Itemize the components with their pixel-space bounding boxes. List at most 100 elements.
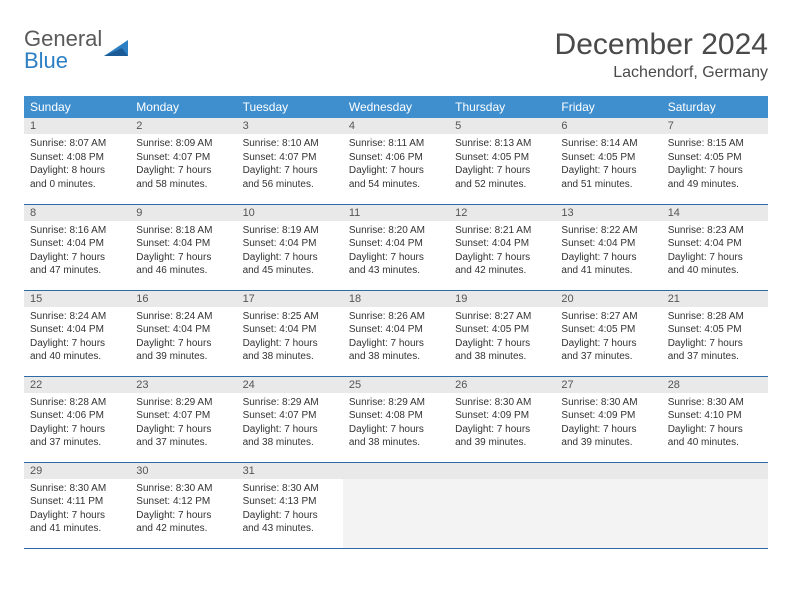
calendar-cell: 24Sunrise: 8:29 AMSunset: 4:07 PMDayligh… <box>237 376 343 462</box>
day-number: 23 <box>130 377 236 393</box>
day-details: Sunrise: 8:28 AMSunset: 4:06 PMDaylight:… <box>24 393 130 454</box>
day-number: 25 <box>343 377 449 393</box>
day-number: 24 <box>237 377 343 393</box>
calendar-cell: 26Sunrise: 8:30 AMSunset: 4:09 PMDayligh… <box>449 376 555 462</box>
calendar-cell: 21Sunrise: 8:28 AMSunset: 4:05 PMDayligh… <box>662 290 768 376</box>
day-details: Sunrise: 8:19 AMSunset: 4:04 PMDaylight:… <box>237 221 343 282</box>
calendar-cell: 7Sunrise: 8:15 AMSunset: 4:05 PMDaylight… <box>662 118 768 204</box>
calendar-cell: 12Sunrise: 8:21 AMSunset: 4:04 PMDayligh… <box>449 204 555 290</box>
day-number: 13 <box>555 205 661 221</box>
month-title: December 2024 <box>555 28 768 62</box>
day-details: Sunrise: 8:30 AMSunset: 4:09 PMDaylight:… <box>449 393 555 454</box>
day-number: 27 <box>555 377 661 393</box>
day-details: Sunrise: 8:26 AMSunset: 4:04 PMDaylight:… <box>343 307 449 368</box>
day-details: Sunrise: 8:30 AMSunset: 4:12 PMDaylight:… <box>130 479 236 540</box>
day-number: 19 <box>449 291 555 307</box>
calendar-cell: 29Sunrise: 8:30 AMSunset: 4:11 PMDayligh… <box>24 462 130 548</box>
day-number: 16 <box>130 291 236 307</box>
day-details: Sunrise: 8:30 AMSunset: 4:11 PMDaylight:… <box>24 479 130 540</box>
day-details: Sunrise: 8:27 AMSunset: 4:05 PMDaylight:… <box>555 307 661 368</box>
day-details: Sunrise: 8:16 AMSunset: 4:04 PMDaylight:… <box>24 221 130 282</box>
calendar-cell: 6Sunrise: 8:14 AMSunset: 4:05 PMDaylight… <box>555 118 661 204</box>
calendar-cell: 3Sunrise: 8:10 AMSunset: 4:07 PMDaylight… <box>237 118 343 204</box>
day-number: 12 <box>449 205 555 221</box>
day-number: 3 <box>237 118 343 134</box>
calendar-cell: 22Sunrise: 8:28 AMSunset: 4:06 PMDayligh… <box>24 376 130 462</box>
day-number: 1 <box>24 118 130 134</box>
day-number: 26 <box>449 377 555 393</box>
calendar-cell: 14Sunrise: 8:23 AMSunset: 4:04 PMDayligh… <box>662 204 768 290</box>
day-header: Saturday <box>662 96 768 118</box>
calendar-cell: 13Sunrise: 8:22 AMSunset: 4:04 PMDayligh… <box>555 204 661 290</box>
logo-word2: Blue <box>24 48 68 73</box>
calendar-cell: 11Sunrise: 8:20 AMSunset: 4:04 PMDayligh… <box>343 204 449 290</box>
triangle-icon <box>104 38 130 62</box>
calendar-row: 22Sunrise: 8:28 AMSunset: 4:06 PMDayligh… <box>24 376 768 462</box>
day-number: 20 <box>555 291 661 307</box>
day-header: Wednesday <box>343 96 449 118</box>
day-number: 14 <box>662 205 768 221</box>
day-header: Friday <box>555 96 661 118</box>
day-header: Thursday <box>449 96 555 118</box>
day-header: Sunday <box>24 96 130 118</box>
day-details: Sunrise: 8:25 AMSunset: 4:04 PMDaylight:… <box>237 307 343 368</box>
calendar-body: 1Sunrise: 8:07 AMSunset: 4:08 PMDaylight… <box>24 118 768 548</box>
logo: General Blue <box>24 28 130 72</box>
day-number: 7 <box>662 118 768 134</box>
day-number: 21 <box>662 291 768 307</box>
calendar-head: SundayMondayTuesdayWednesdayThursdayFrid… <box>24 96 768 118</box>
day-details: Sunrise: 8:29 AMSunset: 4:07 PMDaylight:… <box>130 393 236 454</box>
calendar-cell: 9Sunrise: 8:18 AMSunset: 4:04 PMDaylight… <box>130 204 236 290</box>
calendar-cell <box>449 462 555 548</box>
day-header: Monday <box>130 96 236 118</box>
day-details: Sunrise: 8:28 AMSunset: 4:05 PMDaylight:… <box>662 307 768 368</box>
day-details: Sunrise: 8:30 AMSunset: 4:10 PMDaylight:… <box>662 393 768 454</box>
day-details: Sunrise: 8:29 AMSunset: 4:08 PMDaylight:… <box>343 393 449 454</box>
day-number: 5 <box>449 118 555 134</box>
day-details: Sunrise: 8:20 AMSunset: 4:04 PMDaylight:… <box>343 221 449 282</box>
calendar-cell: 23Sunrise: 8:29 AMSunset: 4:07 PMDayligh… <box>130 376 236 462</box>
calendar-table: SundayMondayTuesdayWednesdayThursdayFrid… <box>24 96 768 549</box>
day-number: 17 <box>237 291 343 307</box>
calendar-cell: 2Sunrise: 8:09 AMSunset: 4:07 PMDaylight… <box>130 118 236 204</box>
day-details: Sunrise: 8:22 AMSunset: 4:04 PMDaylight:… <box>555 221 661 282</box>
calendar-cell: 31Sunrise: 8:30 AMSunset: 4:13 PMDayligh… <box>237 462 343 548</box>
location-label: Lachendorf, Germany <box>555 64 768 82</box>
day-details: Sunrise: 8:23 AMSunset: 4:04 PMDaylight:… <box>662 221 768 282</box>
day-details: Sunrise: 8:27 AMSunset: 4:05 PMDaylight:… <box>449 307 555 368</box>
calendar-cell: 16Sunrise: 8:24 AMSunset: 4:04 PMDayligh… <box>130 290 236 376</box>
page-header: General Blue December 2024 Lachendorf, G… <box>24 28 768 82</box>
day-number: 9 <box>130 205 236 221</box>
calendar-cell: 1Sunrise: 8:07 AMSunset: 4:08 PMDaylight… <box>24 118 130 204</box>
calendar-cell <box>555 462 661 548</box>
day-number: 15 <box>24 291 130 307</box>
calendar-cell: 18Sunrise: 8:26 AMSunset: 4:04 PMDayligh… <box>343 290 449 376</box>
day-details: Sunrise: 8:11 AMSunset: 4:06 PMDaylight:… <box>343 134 449 195</box>
calendar-cell: 25Sunrise: 8:29 AMSunset: 4:08 PMDayligh… <box>343 376 449 462</box>
day-number: 28 <box>662 377 768 393</box>
day-details: Sunrise: 8:24 AMSunset: 4:04 PMDaylight:… <box>130 307 236 368</box>
calendar-row: 1Sunrise: 8:07 AMSunset: 4:08 PMDaylight… <box>24 118 768 204</box>
calendar-cell: 27Sunrise: 8:30 AMSunset: 4:09 PMDayligh… <box>555 376 661 462</box>
day-details: Sunrise: 8:18 AMSunset: 4:04 PMDaylight:… <box>130 221 236 282</box>
calendar-cell: 28Sunrise: 8:30 AMSunset: 4:10 PMDayligh… <box>662 376 768 462</box>
day-number: 4 <box>343 118 449 134</box>
day-number: 6 <box>555 118 661 134</box>
calendar-cell <box>343 462 449 548</box>
day-number: 11 <box>343 205 449 221</box>
day-header: Tuesday <box>237 96 343 118</box>
day-header-row: SundayMondayTuesdayWednesdayThursdayFrid… <box>24 96 768 118</box>
day-details: Sunrise: 8:30 AMSunset: 4:13 PMDaylight:… <box>237 479 343 540</box>
calendar-row: 8Sunrise: 8:16 AMSunset: 4:04 PMDaylight… <box>24 204 768 290</box>
day-details: Sunrise: 8:09 AMSunset: 4:07 PMDaylight:… <box>130 134 236 195</box>
day-details: Sunrise: 8:30 AMSunset: 4:09 PMDaylight:… <box>555 393 661 454</box>
day-details: Sunrise: 8:21 AMSunset: 4:04 PMDaylight:… <box>449 221 555 282</box>
day-details: Sunrise: 8:15 AMSunset: 4:05 PMDaylight:… <box>662 134 768 195</box>
day-number: 2 <box>130 118 236 134</box>
logo-text: General Blue <box>24 28 102 72</box>
day-details: Sunrise: 8:29 AMSunset: 4:07 PMDaylight:… <box>237 393 343 454</box>
title-block: December 2024 Lachendorf, Germany <box>555 28 768 82</box>
day-number: 10 <box>237 205 343 221</box>
calendar-cell <box>662 462 768 548</box>
day-details: Sunrise: 8:14 AMSunset: 4:05 PMDaylight:… <box>555 134 661 195</box>
